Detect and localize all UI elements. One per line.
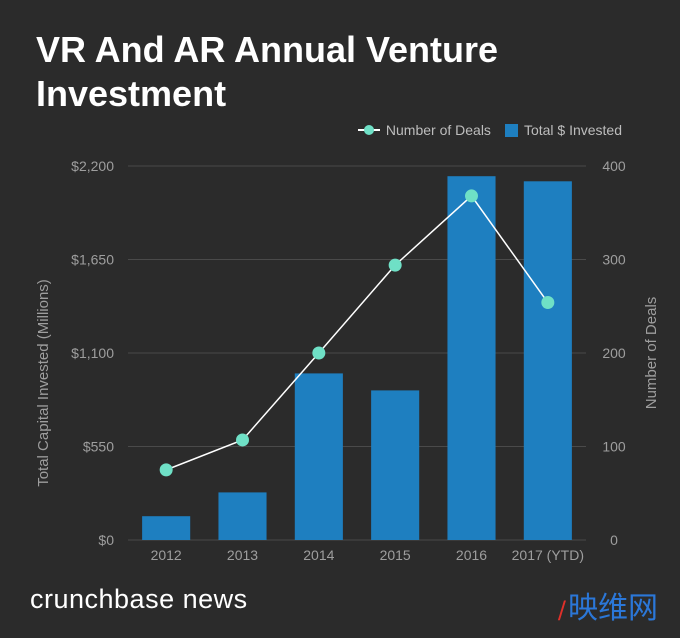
y-right-tick-label: 0 [610,532,618,548]
y-left-tick-label: $1,650 [71,252,114,268]
legend-label-deals: Number of Deals [385,122,491,138]
deals-point [159,463,173,477]
x-tick-label: 2015 [380,547,411,563]
bar [371,390,420,540]
watermark: /映维网 [558,583,658,627]
legend-label-invested: Total $ Invested [523,122,622,138]
x-tick-label: 2017 (YTD) [512,547,584,563]
y-left-tick-label: $1,100 [71,345,114,361]
y-left-tick-label: $2,200 [71,158,114,174]
combo-chart: $0 $550 $1,100 $1,650 $2,200 0 100 200 300 400 Tot… [35,158,660,563]
y-right-tick-label: 400 [602,158,626,174]
y-right-tick-label: 100 [602,439,626,455]
bar [294,373,343,540]
bar [142,516,191,540]
bar [523,181,572,541]
y-right-tick-label: 200 [602,345,626,361]
x-tick-label: 2013 [227,547,258,563]
deals-point [236,433,249,447]
y-right-tick-label: 300 [602,252,626,268]
y-left-axis-label: Total Capital Invested (Millions) [35,279,52,487]
deals-line [165,194,549,471]
x-tick-label: 2016 [456,547,487,563]
chart-legend: Number of Deals Total $ Invested [357,122,622,138]
chart-title: VR And AR Annual Venture Investment [36,29,499,114]
y-left-tick-label: $0 [98,532,114,548]
deals-point [312,346,326,360]
y-right-axis-label: Number of Deals [643,297,660,410]
line-marker-icon [357,125,380,135]
bar [218,492,267,540]
crunchbase-news-logo: crunchbase news [30,584,248,614]
deals-point [388,258,402,272]
bar [447,176,496,540]
legend-item-deals[interactable]: Number of Deals [357,122,491,138]
legend-item-invested[interactable]: Total $ Invested [504,122,622,138]
deals-point [465,189,478,203]
x-tick-label: 2012 [151,547,182,563]
watermark-text: 映维网 [568,591,658,626]
watermark-mark: / [557,596,566,624]
y-left-tick-label: $550 [83,439,114,455]
bar-square-icon [504,123,518,137]
deals-point [541,296,555,310]
x-tick-label: 2014 [303,547,334,563]
